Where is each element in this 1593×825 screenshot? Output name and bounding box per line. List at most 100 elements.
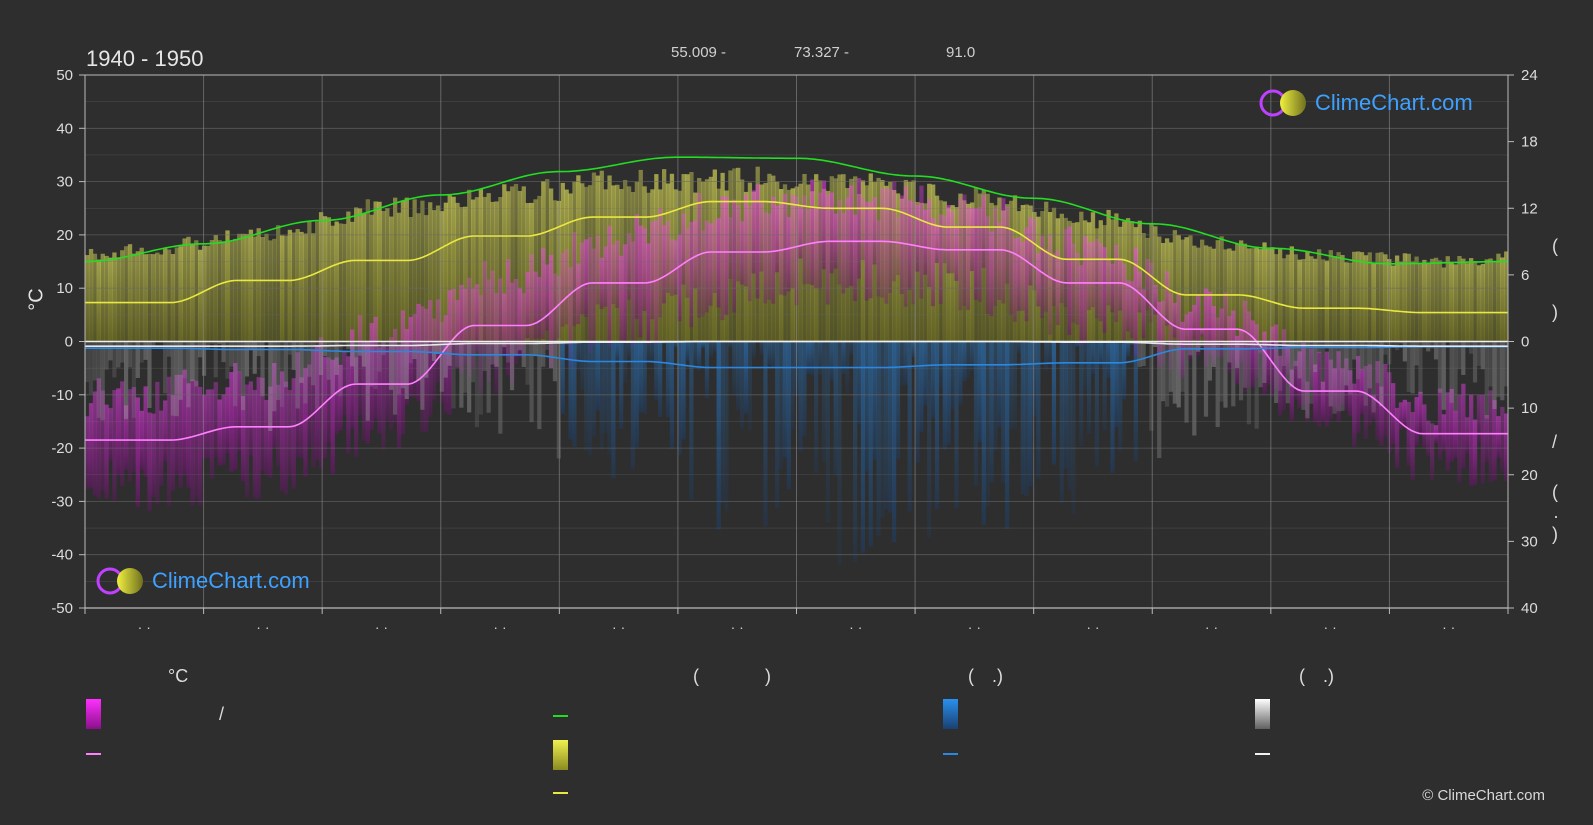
temp-range-day-bar xyxy=(693,220,698,289)
precip-day-bar xyxy=(759,341,764,355)
sunshine-day-bar xyxy=(470,199,476,342)
precip-day-bar xyxy=(1258,341,1263,388)
sunshine-day-bar xyxy=(428,202,433,342)
precip-day-bar xyxy=(607,341,612,455)
sunshine-day-bar xyxy=(299,231,304,342)
precip-day-bar xyxy=(478,341,483,415)
sunshine-day-bar xyxy=(934,195,940,342)
left-tick-label: -40 xyxy=(51,547,73,564)
left-tick-label: 30 xyxy=(56,174,73,191)
temp-range-day-bar xyxy=(669,239,675,296)
precip-day-bar xyxy=(650,341,655,363)
sunshine-day-bar xyxy=(1332,256,1337,342)
temp-range-day-bar xyxy=(108,408,113,461)
right-top-tick-label: 24 xyxy=(1521,67,1538,84)
temp-range-day-bar xyxy=(767,213,772,300)
sunshine-day-bar xyxy=(1293,254,1298,342)
precip-day-bar xyxy=(1122,341,1127,400)
precip-day-bar xyxy=(322,341,328,357)
precip-day-bar xyxy=(1079,341,1084,447)
legend-daylight-swatch xyxy=(553,715,568,717)
temp-range-day-bar xyxy=(634,214,640,319)
temp-range-day-bar xyxy=(237,371,242,452)
sunshine-day-bar xyxy=(256,228,261,342)
sunshine-day-bar xyxy=(334,221,339,342)
precip-day-bar xyxy=(428,341,433,352)
temp-range-day-bar xyxy=(303,368,308,477)
sunshine-day-bar xyxy=(143,254,148,342)
precip-day-bar xyxy=(1059,341,1064,503)
sunshine-day-bar xyxy=(1161,243,1166,342)
temp-range-day-bar xyxy=(1465,417,1470,454)
sunshine-day-bar xyxy=(85,255,90,342)
right-top-tick-label: 0 xyxy=(1521,334,1529,351)
temp-range-day-bar xyxy=(361,340,367,441)
temp-range-day-bar xyxy=(607,225,612,348)
sunshine-day-bar xyxy=(291,232,296,342)
legend-temp-mean-swatch xyxy=(86,753,101,755)
sunshine-day-bar xyxy=(326,217,332,342)
precip-day-bar xyxy=(392,341,398,415)
precip-day-bar xyxy=(907,341,912,512)
temp-range-day-bar xyxy=(1437,388,1443,460)
precip-day-bar xyxy=(825,341,830,523)
temp-range-day-bar xyxy=(1324,351,1330,427)
precip-day-bar xyxy=(923,341,928,406)
sunshine-day-bar xyxy=(1348,262,1353,342)
sunshine-day-bar xyxy=(467,189,472,342)
precip-day-bar xyxy=(357,341,363,356)
precip-day-bar xyxy=(104,341,109,370)
sunshine-day-bar xyxy=(159,254,164,342)
temp-range-day-bar xyxy=(802,195,807,285)
temp-range-day-bar xyxy=(853,214,858,302)
temp-range-day-bar xyxy=(1176,293,1181,375)
temp-range-day-bar xyxy=(513,279,519,364)
temp-range-day-bar xyxy=(311,350,316,468)
precip-day-bar xyxy=(864,341,869,472)
sunshine-day-bar xyxy=(599,170,604,342)
sunshine-day-bar xyxy=(486,193,491,342)
precip-day-bar xyxy=(552,341,558,382)
latitude-label: 55.009 - xyxy=(671,44,727,61)
temp-range-day-bar xyxy=(342,350,347,416)
precip-day-bar xyxy=(1250,341,1255,350)
precip-day-bar xyxy=(315,341,320,409)
temp-range-day-bar xyxy=(1398,402,1404,430)
temp-range-day-bar xyxy=(1036,253,1041,307)
temp-range-day-bar xyxy=(1344,358,1349,411)
precip-day-bar xyxy=(1254,341,1259,429)
logo-top[interactable]: ClimeChart.com xyxy=(1259,88,1473,118)
temp-range-day-bar xyxy=(1285,344,1291,375)
sunshine-day-bar xyxy=(1410,261,1415,342)
logo-bottom[interactable]: ClimeChart.com xyxy=(96,566,310,596)
temp-range-day-bar xyxy=(1352,383,1357,447)
sunshine-day-bar xyxy=(1297,259,1302,342)
temp-range-day-bar xyxy=(127,389,133,482)
precip-day-bar xyxy=(739,341,745,429)
temp-range-day-bar xyxy=(1044,249,1049,312)
temp-range-day-bar xyxy=(1207,291,1213,357)
temp-range-day-bar xyxy=(1328,359,1333,420)
temp-range-day-bar xyxy=(997,222,1002,300)
precip-day-bar xyxy=(989,341,994,483)
temp-range-day-bar xyxy=(470,287,476,371)
sunshine-day-bar xyxy=(225,230,230,342)
sunshine-day-bar xyxy=(381,210,386,342)
sunshine-day-bar xyxy=(1184,237,1189,342)
precip-day-bar xyxy=(1441,341,1446,410)
temp-range-day-bar xyxy=(864,201,870,301)
precip-day-bar xyxy=(587,341,593,456)
temp-range-day-bar xyxy=(903,185,909,307)
precip-day-bar xyxy=(463,341,468,393)
temp-range-day-bar xyxy=(1332,368,1337,409)
precip-day-bar xyxy=(213,341,218,378)
precip-day-bar xyxy=(541,341,546,367)
precip-day-bar xyxy=(240,341,246,411)
precip-day-bar xyxy=(1032,341,1037,417)
temp-range-day-bar xyxy=(880,187,885,298)
sunshine-day-bar xyxy=(217,240,222,342)
temp-range-day-bar xyxy=(747,206,753,302)
right-top-label-close: ) xyxy=(1552,302,1558,322)
sunshine-day-bar xyxy=(1340,255,1345,342)
temp-range-day-bar xyxy=(209,389,215,479)
